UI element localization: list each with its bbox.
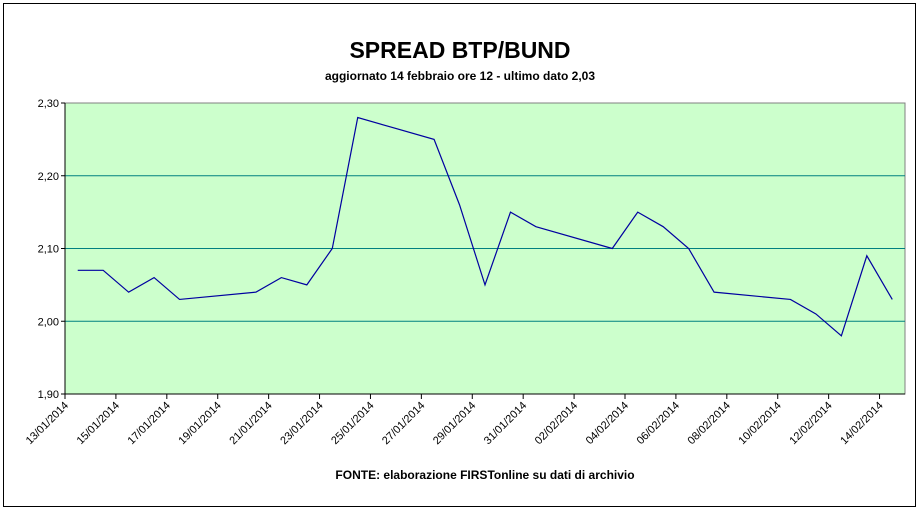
chart-title: SPREAD BTP/BUND: [349, 37, 570, 63]
x-axis-label: FONTE: elaborazione FIRSTonline su dati …: [335, 468, 634, 482]
y-tick-label: 1,90: [38, 389, 59, 401]
chart-subtitle: aggiornato 14 febbraio ore 12 - ultimo d…: [325, 69, 595, 83]
y-tick-label: 2,10: [38, 244, 59, 256]
data-line: [77, 116, 893, 337]
y-tick-label: 2,30: [38, 98, 59, 110]
y-tick-label: 2,00: [38, 316, 59, 328]
y-tick-label: 2,20: [38, 171, 59, 183]
